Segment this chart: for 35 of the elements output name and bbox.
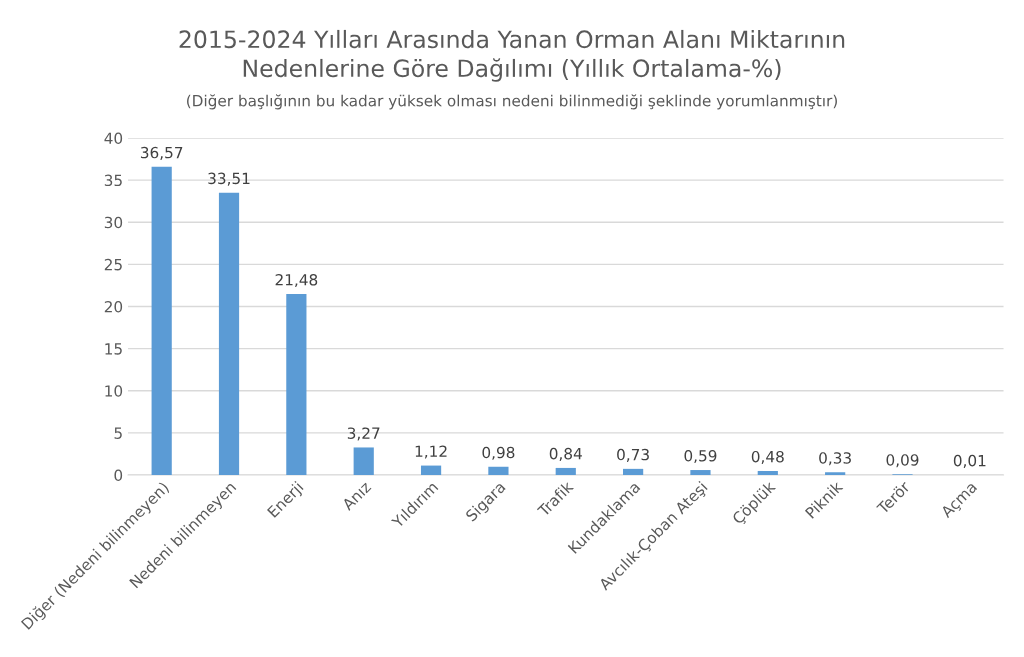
- bar: [353, 447, 374, 476]
- data-label: 0,73: [617, 448, 649, 462]
- bar: [623, 468, 644, 476]
- bar: [286, 294, 307, 476]
- y-tick-label: 30: [104, 216, 123, 229]
- y-tick-label: 0: [114, 469, 123, 482]
- bar: [555, 467, 576, 476]
- data-label: 0,48: [751, 450, 784, 465]
- bar: [420, 465, 442, 476]
- bar: [488, 466, 509, 476]
- y-tick-label: 20: [104, 300, 123, 313]
- bar: [757, 470, 778, 476]
- chart-title: 2015-2024 Yılları Arasında Yanan Orman Alanı Miktarının Nedenlerine Göre Dağılımı (Yıllık Ortalama-%): [179, 29, 845, 82]
- bar: [218, 192, 240, 476]
- bar: [825, 472, 846, 476]
- y-tick-label: 25: [104, 258, 122, 271]
- bar: [151, 166, 172, 476]
- data-label: 21,48: [275, 273, 318, 288]
- data-label: 0,33: [819, 452, 851, 466]
- data-label: 36,57: [140, 146, 183, 160]
- data-label: 0,84: [549, 447, 582, 461]
- bar: [690, 470, 711, 476]
- chart-subtitle: (Diğer başlığının bu kadar yüksek olması nedeni bilinmediği şeklinde yorumlanmıştır): [187, 94, 837, 110]
- y-tick-label: 5: [114, 427, 122, 439]
- data-label: 3,27: [347, 427, 380, 441]
- y-tick-label: 40: [104, 132, 123, 144]
- y-tick-label: 35: [104, 174, 122, 187]
- y-tick-label: 10: [105, 385, 123, 397]
- y-tick-label: 15: [105, 343, 122, 355]
- data-label: 0,09: [886, 454, 919, 468]
- data-label: 1,12: [415, 445, 447, 459]
- data-label: 33,51: [208, 172, 250, 186]
- data-label: 0,98: [482, 446, 515, 460]
- data-label: 0,01: [953, 454, 986, 468]
- data-label: 0,59: [684, 449, 717, 464]
